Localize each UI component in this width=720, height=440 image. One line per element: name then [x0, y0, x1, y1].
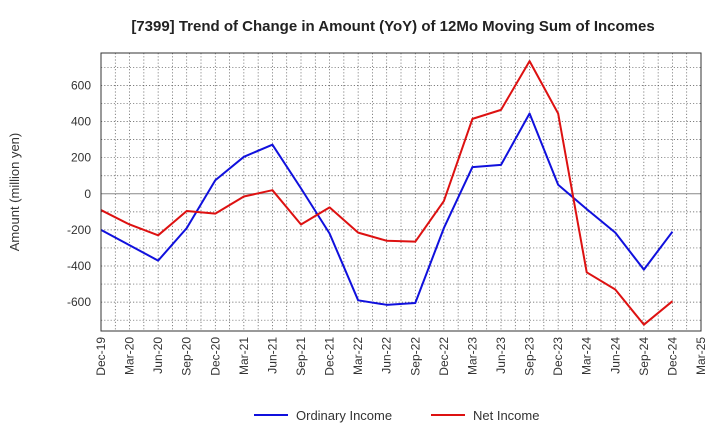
- x-tick-label: Dec-21: [323, 337, 337, 376]
- legend-label: Net Income: [473, 408, 539, 423]
- y-axis-label: Amount (million yen): [7, 133, 22, 252]
- y-tick-label: 200: [71, 151, 91, 165]
- x-tick-label: Sep-20: [180, 337, 194, 376]
- x-tick-label: Jun-22: [380, 337, 394, 374]
- x-tick-label: Mar-23: [465, 337, 479, 375]
- x-tick-label: Jun-21: [265, 337, 279, 374]
- x-tick-label: Sep-23: [523, 337, 537, 376]
- y-tick-label: 0: [84, 187, 91, 201]
- x-tick-label: Jun-23: [494, 337, 508, 374]
- y-tick-label: -400: [67, 259, 91, 273]
- x-tick-label: Sep-24: [637, 337, 651, 376]
- x-tick-labels: Dec-19 Mar-20 Jun-20 Sep-20 Dec-20 Mar-21 Jun-…: [94, 337, 708, 376]
- x-tick-label: Mar-22: [351, 337, 365, 375]
- chart-title: [7399] Trend of Change in Amount (YoY) o…: [131, 18, 654, 35]
- x-tick-label: Sep-21: [294, 337, 308, 376]
- x-tick-label: Sep-22: [408, 337, 422, 376]
- y-tick-label: 400: [71, 115, 91, 129]
- x-tick-label: Dec-22: [437, 337, 451, 376]
- legend: Ordinary Income Net Income: [254, 408, 539, 423]
- x-tick-label: Dec-24: [665, 337, 679, 376]
- y-tick-label: 600: [71, 78, 91, 92]
- x-tick-label: Mar-20: [123, 337, 137, 375]
- x-tick-label: Mar-24: [580, 337, 594, 375]
- series-line-ordinary-income: [100, 112, 674, 306]
- series-line-net-income: [100, 60, 674, 326]
- x-tick-label: Mar-21: [237, 337, 251, 375]
- y-tick-labels: -600 -400 -200 0 200 400 600: [67, 78, 91, 309]
- legend-label: Ordinary Income: [296, 408, 392, 423]
- x-tick-label: Dec-19: [94, 337, 108, 376]
- x-tick-label: Dec-23: [551, 337, 565, 376]
- plot-frame: [100, 52, 702, 332]
- y-tick-label: -200: [67, 223, 91, 237]
- series-layer: [100, 60, 674, 326]
- x-tick-label: Jun-20: [151, 337, 165, 374]
- x-tick-label: Jun-24: [608, 337, 622, 374]
- grid: [100, 53, 702, 331]
- y-tick-label: -600: [67, 295, 91, 309]
- x-tick-label: Dec-20: [208, 337, 222, 376]
- x-tick-label: Mar-25: [694, 337, 708, 375]
